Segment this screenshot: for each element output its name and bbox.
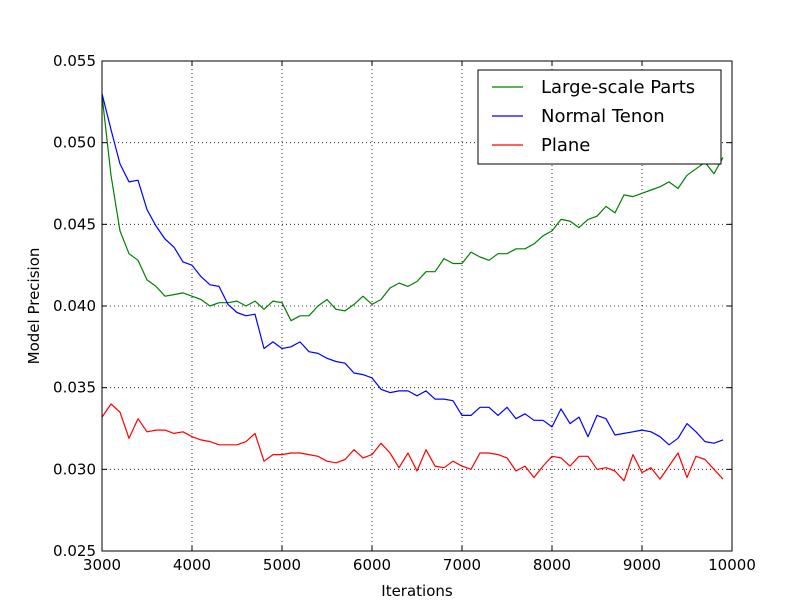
x-tick-label: 4000	[173, 556, 211, 574]
legend-label-plane: Plane	[541, 135, 590, 156]
y-axis-label: Model Precision	[25, 248, 43, 365]
x-tick-label: 3000	[83, 556, 121, 574]
x-tick-label: 8000	[533, 556, 571, 574]
legend-label-normal-tenon: Normal Tenon	[541, 106, 665, 127]
series-line-plane	[101, 403, 724, 482]
x-tick-label: 7000	[443, 556, 481, 574]
x-tick-label: 5000	[263, 556, 301, 574]
y-tick-label: 0.030	[53, 460, 96, 478]
x-tick-label: 10000	[708, 556, 756, 574]
y-tick-label: 0.055	[53, 52, 96, 70]
series-line-large-scale-parts	[101, 95, 724, 322]
legend-label-large-scale-parts: Large-scale Parts	[541, 77, 695, 98]
x-axis-label: Iterations	[381, 582, 453, 600]
y-tick-label: 0.045	[53, 215, 96, 233]
legend-box	[477, 69, 722, 165]
ticks: 3000 4000 5000 6000 7000 8000 9000 10000 0.025 0.…	[53, 52, 756, 574]
y-tick-label: 0.050	[53, 134, 96, 152]
y-tick-label: 0.040	[53, 297, 96, 315]
y-tick-label: 0.035	[53, 379, 96, 397]
legend: Large-scale Parts Normal Tenon Plane	[477, 69, 722, 165]
x-tick-label: 6000	[353, 556, 391, 574]
y-tick-label: 0.025	[53, 542, 96, 560]
x-tick-label: 9000	[623, 556, 661, 574]
series-line-normal-tenon	[101, 93, 724, 446]
series-group	[101, 93, 724, 482]
